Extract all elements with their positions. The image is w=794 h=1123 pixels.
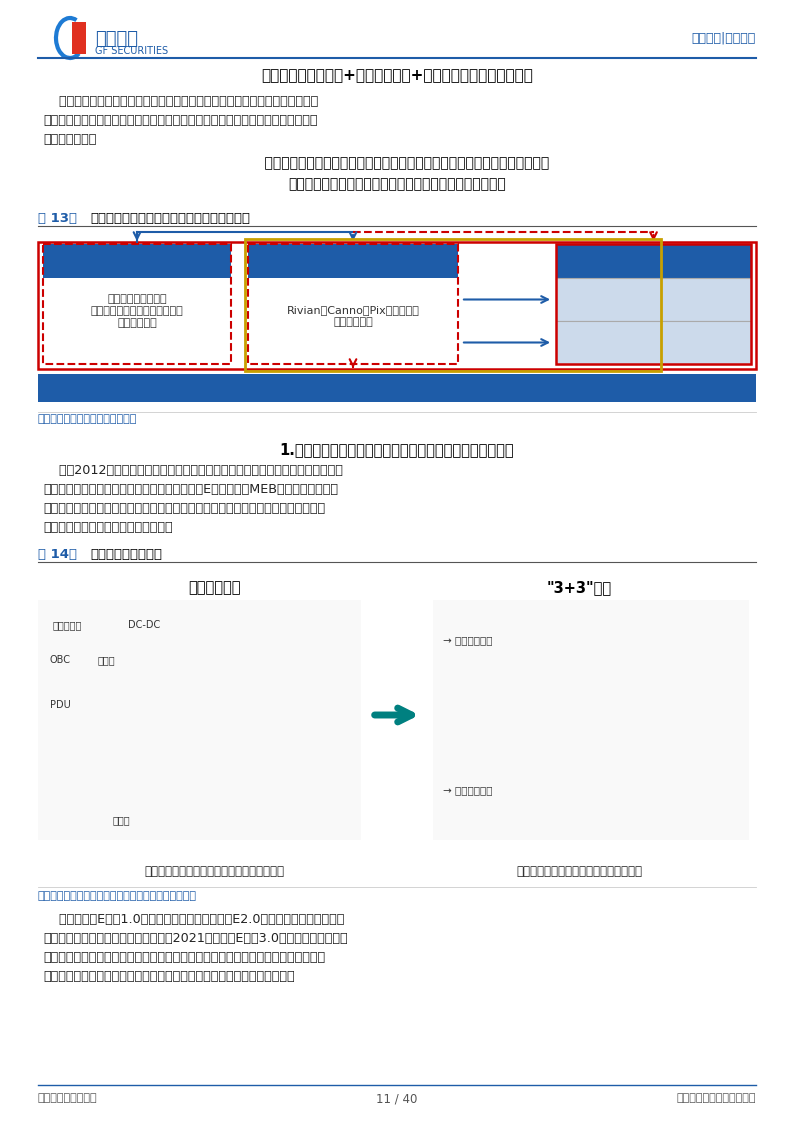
- Bar: [43, 244, 231, 364]
- Text: OBC: OBC: [50, 655, 71, 665]
- Text: 当前，电池厂、滑板底盘公司，包括主机厂等均在将底盘向集成程度更高的方: 当前，电池厂、滑板底盘公司，包括主机厂等均在将底盘向集成程度更高的方: [43, 95, 318, 108]
- Bar: [38, 570, 756, 860]
- Text: 识别风险，发现价值: 识别风险，发现价值: [38, 1093, 98, 1103]
- Bar: [38, 374, 756, 402]
- Text: 电机控制器: 电机控制器: [53, 620, 83, 630]
- Bar: [556, 279, 751, 321]
- Bar: [433, 600, 749, 840]
- Text: DC-DC: DC-DC: [128, 620, 160, 630]
- Bar: [43, 279, 231, 364]
- Bar: [556, 244, 751, 364]
- Text: 高低压线束、接插件、管路、箱体等错综复杂: 高低压线束、接插件、管路、箱体等错综复杂: [145, 865, 284, 878]
- Text: 一体化压铸厂: 一体化压铸厂: [370, 381, 424, 395]
- Text: 实现高度集成。: 实现高度集成。: [43, 133, 96, 146]
- Text: 深度分析|电力设备: 深度分析|电力设备: [692, 31, 756, 45]
- Text: → 电驱动三合一: → 电驱动三合一: [443, 785, 492, 795]
- Text: 底盘模块化进度情况: 底盘模块化进度情况: [90, 548, 162, 562]
- Bar: [38, 600, 361, 840]
- Text: 前电机: 前电机: [113, 815, 131, 825]
- Bar: [38, 241, 756, 369]
- Text: 请务必阅读末页的免责声明: 请务必阅读末页的免责声明: [676, 1093, 756, 1103]
- Bar: [43, 244, 231, 279]
- Text: 件以高度集成化的设计嵌入到底盘之上，比亚迪E平台、大众MEB平台也均是底盘不: 件以高度集成化的设计嵌入到底盘之上，比亚迪E平台、大众MEB平台也均是底盘不: [43, 483, 338, 496]
- Text: PDU: PDU: [50, 700, 71, 710]
- Bar: [556, 321, 751, 364]
- Text: 宁德、蜂巢、比亚迪
通过电池配套电驱系统布局实现
底盘集成生产: 宁德、蜂巢、比亚迪 通过电池配套电驱系统布局实现 底盘集成生产: [91, 294, 183, 328]
- Bar: [248, 244, 458, 364]
- Text: 化，包括八合一（整车控制器、电机控制器、车载充电器、驱动电机、电池管理器、: 化，包括八合一（整车控制器、电机控制器、车载充电器、驱动电机、电池管理器、: [43, 951, 325, 964]
- Text: 广发证券: 广发证券: [95, 30, 138, 48]
- Text: 变速箱: 变速箱: [98, 655, 116, 665]
- Text: → 充配电三合一: → 充配电三合一: [443, 634, 492, 645]
- Text: 中一体化压铸作为核心技术，有望实现景气的进一步高增。: 中一体化压铸作为核心技术，有望实现景气的进一步高增。: [288, 177, 506, 191]
- Bar: [72, 22, 86, 31]
- Text: 实现线束、接插件等结构的优化简化。: 实现线束、接插件等结构的优化简化。: [43, 521, 172, 535]
- Text: 图 13：: 图 13：: [38, 212, 77, 225]
- Text: 滑板底盘公司: 滑板底盘公司: [327, 254, 380, 268]
- Bar: [248, 244, 458, 279]
- Text: 如电驱动三合一、多合一电气控制等。2021年发布的E平台3.0将整车底盘构架平台: 如电驱动三合一、多合一电气控制等。2021年发布的E平台3.0将整车底盘构架平台: [43, 932, 348, 944]
- Text: 由于滑板底盘公司以及电池厂的入局，行业整体进展速度有望进一步加快，其: 由于滑板底盘公司以及电池厂的入局，行业整体进展速度有望进一步加快，其: [245, 156, 549, 170]
- Bar: [72, 22, 86, 54]
- Text: 数据来源：广发证券发展研究中心: 数据来源：广发证券发展研究中心: [38, 414, 137, 424]
- Text: GF SECURITIES: GF SECURITIES: [95, 46, 168, 56]
- Text: 向发展。底盘部分的各系统与结构件同样将受益于一体化压铸技术的突破与成熟，: 向发展。底盘部分的各系统与结构件同样将受益于一体化压铸技术的突破与成熟，: [43, 115, 318, 127]
- Text: 电池厂与滑板底盘公司入局，加速集成化推进: 电池厂与滑板底盘公司入局，加速集成化推进: [90, 212, 250, 225]
- Text: 节省大量线束、接插件、水管和箱体结构: 节省大量线束、接插件、水管和箱体结构: [517, 865, 642, 878]
- Text: 新势力: 新势力: [642, 293, 665, 305]
- Text: 早在2012年东京发布会时，特斯拉就已经将电池包、线控制动、悬架、电机等硬: 早在2012年东京发布会时，特斯拉就已经将电池包、线控制动、悬架、电机等硬: [43, 464, 343, 477]
- Text: 主机厂: 主机厂: [641, 254, 667, 268]
- Bar: [248, 279, 458, 364]
- Text: Rivian、Canno、Pix、悠跑加速
布局滑板底盘: Rivian、Canno、Pix、悠跑加速 布局滑板底盘: [287, 305, 419, 327]
- Text: 其中比亚迪E平台1.0实现三电关键部件平台化；E2.0实现底盘关键系统模块化: 其中比亚迪E平台1.0实现三电关键部件平台化；E2.0实现底盘关键系统模块化: [43, 913, 345, 926]
- Text: 高压配电箱、直流变换器、减速器）电动力总成，电池及车身一体化设计，: 高压配电箱、直流变换器、减速器）电动力总成，电池及车身一体化设计，: [43, 970, 295, 983]
- Text: 11 / 40: 11 / 40: [376, 1093, 418, 1106]
- Text: 传统主机厂: 传统主机厂: [634, 336, 673, 349]
- Text: 图 14：: 图 14：: [38, 548, 77, 562]
- Text: 电池厂: 电池厂: [124, 254, 150, 268]
- Text: （三）底盘：电池厂+滑板底盘公司+主机厂入局，加速技术应用: （三）底盘：电池厂+滑板底盘公司+主机厂入局，加速技术应用: [261, 69, 533, 83]
- Text: 传统分立部件: 传统分立部件: [188, 579, 241, 595]
- Text: 数据来源：比亚迪官方发布会、广发证券发展研究中心: 数据来源：比亚迪官方发布会、广发证券发展研究中心: [38, 891, 197, 901]
- Text: "3+3"部件: "3+3"部件: [547, 579, 612, 595]
- Bar: [556, 244, 751, 279]
- Text: 1.底盘模块化与集成化不断发展，一体化压铸已分模块试行: 1.底盘模块化与集成化不断发展，一体化压铸已分模块试行: [279, 442, 515, 457]
- Bar: [245, 239, 661, 371]
- Text: 断集成化的产物，通过将传统分立部件集成为三合一、五合一等更加集成化的平台，: 断集成化的产物，通过将传统分立部件集成为三合一、五合一等更加集成化的平台，: [43, 502, 325, 515]
